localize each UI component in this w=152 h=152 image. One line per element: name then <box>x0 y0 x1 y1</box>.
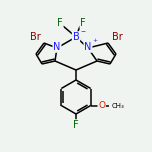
Text: +: + <box>93 38 98 43</box>
Text: N: N <box>53 42 61 52</box>
Text: O: O <box>98 101 105 110</box>
Text: B: B <box>73 32 79 42</box>
Text: F: F <box>80 18 86 28</box>
Text: −: − <box>80 28 85 33</box>
Text: N: N <box>84 42 92 52</box>
Text: Br: Br <box>112 32 122 42</box>
Text: CH₃: CH₃ <box>112 102 124 109</box>
Text: F: F <box>57 18 63 28</box>
Text: F: F <box>73 120 79 130</box>
Text: Br: Br <box>30 32 40 42</box>
